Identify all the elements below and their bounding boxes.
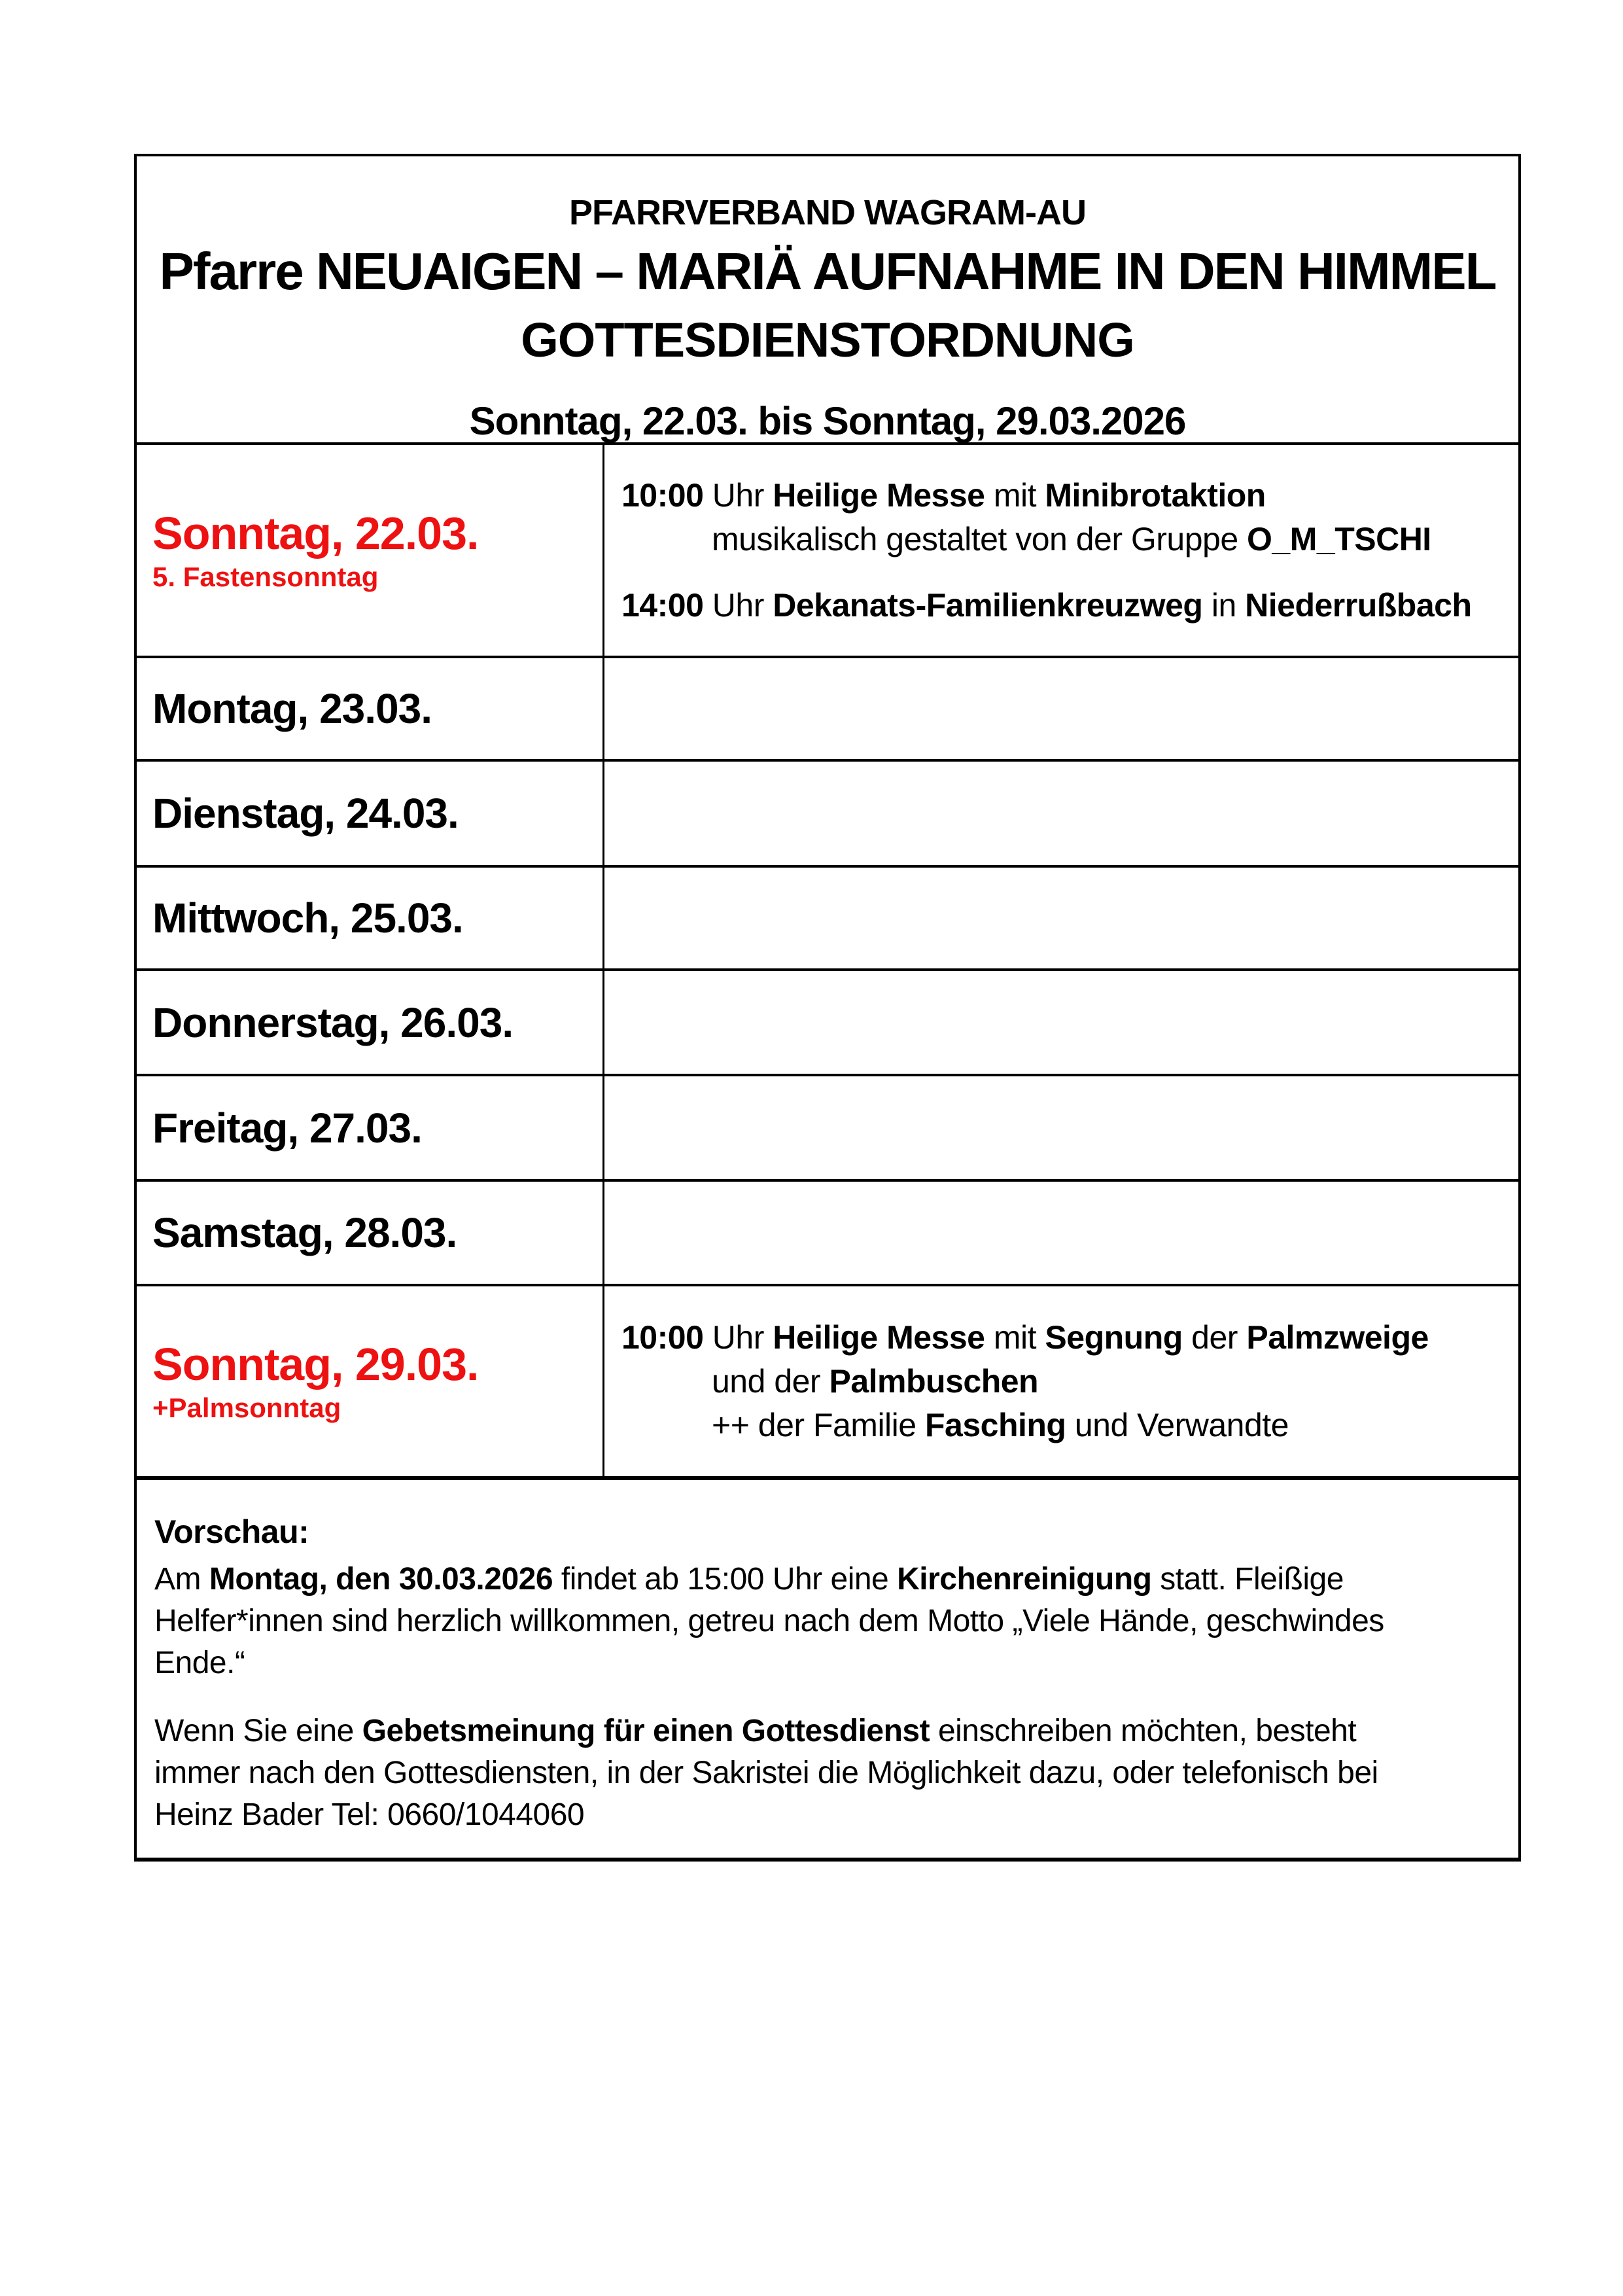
bold-text: Heilige Messe — [773, 1318, 985, 1356]
bold-text: Palmbuschen — [829, 1362, 1039, 1400]
bold-text: Palmzweige — [1246, 1318, 1429, 1356]
text: Helfer*innen sind herzlich willkommen, g… — [154, 1604, 1384, 1638]
bold-text: Niederrußbach — [1245, 586, 1472, 624]
text: musikalisch gestaltet von der Gruppe — [712, 520, 1248, 557]
footer-line: Am Montag, den 30.03.2026 findet ab 15:0… — [154, 1559, 1492, 1600]
footer-paragraph: Wenn Sie eine Gebetsmeinung für einen Go… — [154, 1710, 1492, 1836]
text: mit — [985, 1318, 1045, 1356]
day-label: Dienstag, 24.03. — [152, 790, 459, 837]
footer-row: Vorschau: Am Montag, den 30.03.2026 find… — [137, 1476, 1518, 1862]
event: 10:00 Uhr Heilige Messe mit Minibrotakti… — [621, 474, 1518, 561]
bold-text: 10:00 — [621, 476, 704, 514]
event-line: ++ der Familie Fasching und Verwandte — [621, 1404, 1518, 1447]
table-row: Montag, 23.03. — [137, 656, 1518, 759]
bold-text: Montag, den 30.03.2026 — [209, 1562, 553, 1597]
parish-title: Pfarre NEUAIGEN – MARIÄ AUFNAHME IN DEN … — [159, 242, 1497, 300]
bold-text: Segnung — [1045, 1318, 1183, 1356]
day-note: 5. Fastensonntag — [152, 561, 379, 592]
footer-line: Ende.“ — [154, 1642, 1492, 1684]
events-cell — [604, 762, 1518, 865]
text: Wenn Sie eine — [154, 1714, 362, 1748]
day-label: Donnerstag, 26.03. — [152, 998, 514, 1046]
event-line: 10:00 Uhr Heilige Messe mit Segnung der … — [621, 1316, 1518, 1360]
text: Uhr — [703, 1318, 773, 1356]
text: in — [1202, 586, 1246, 624]
bold-text: 14:00 — [621, 586, 704, 624]
day-label: Montag, 23.03. — [152, 685, 432, 732]
vorschau-paragraphs: Am Montag, den 30.03.2026 findet ab 15:0… — [154, 1559, 1492, 1836]
vorschau-title: Vorschau: — [154, 1513, 309, 1550]
event-line: 10:00 Uhr Heilige Messe mit Minibrotakti… — [621, 474, 1518, 518]
table-row: Freitag, 27.03. — [137, 1074, 1518, 1179]
event-line: musikalisch gestaltet von der Gruppe O_M… — [621, 518, 1518, 561]
text: Ende.“ — [154, 1646, 245, 1680]
day-label: Samstag, 28.03. — [152, 1209, 457, 1256]
text: Uhr — [703, 476, 773, 514]
day-label: Mittwoch, 25.03. — [152, 894, 464, 942]
doc-title: GOTTESDIENSTORDNUNG — [521, 313, 1135, 367]
text: Am — [154, 1562, 209, 1597]
bold-text: Heilige Messe — [773, 476, 985, 514]
table-row: Dienstag, 24.03. — [137, 759, 1518, 865]
footer-line: Heinz Bader Tel: 0660/1044060 — [154, 1794, 1492, 1836]
events-cell: 10:00 Uhr Heilige Messe mit Minibrotakti… — [604, 445, 1518, 656]
footer-line: immer nach den Gottesdiensten, in der Sa… — [154, 1752, 1492, 1794]
day-cell: Freitag, 27.03. — [137, 1076, 604, 1179]
event: 10:00 Uhr Heilige Messe mit Segnung der … — [621, 1316, 1518, 1447]
bold-text: Dekanats-Familienkreuzweg — [773, 586, 1203, 624]
day-cell: Donnerstag, 26.03. — [137, 971, 604, 1074]
day-cell: Mittwoch, 25.03. — [137, 868, 604, 968]
footer-line: Wenn Sie eine Gebetsmeinung für einen Go… — [154, 1710, 1492, 1752]
events-cell — [604, 1076, 1518, 1179]
bold-text: Gebetsmeinung für einen Gottesdienst — [362, 1714, 930, 1748]
bold-text: O_M_TSCHI — [1247, 520, 1431, 557]
text: Heinz Bader Tel: 0660/1044060 — [154, 1797, 585, 1832]
event-line: und der Palmbuschen — [621, 1360, 1518, 1404]
footer-line: Helfer*innen sind herzlich willkommen, g… — [154, 1600, 1492, 1642]
bold-text: Kirchenreinigung — [897, 1562, 1152, 1597]
bold-text: Fasching — [924, 1406, 1066, 1443]
table-row: Donnerstag, 26.03. — [137, 968, 1518, 1074]
table-row: Sonntag, 22.03. 5. Fastensonntag 10:00 Uhr… — [137, 442, 1518, 656]
day-cell: Sonntag, 29.03. +Palmsonntag — [137, 1286, 604, 1476]
events-cell — [604, 1182, 1518, 1284]
event: 14:00 Uhr Dekanats-Familienkreuzweg in N… — [621, 584, 1518, 627]
table-row: Sonntag, 29.03. +Palmsonntag 10:00 Uhr Hei… — [137, 1284, 1518, 1476]
day-cell: Montag, 23.03. — [137, 658, 604, 759]
text: einschreiben möchten, besteht — [930, 1714, 1357, 1748]
table-row: Samstag, 28.03. — [137, 1179, 1518, 1284]
text: und Verwandte — [1066, 1406, 1289, 1443]
text: Uhr — [703, 586, 773, 624]
day-cell: Sonntag, 22.03. 5. Fastensonntag — [137, 445, 604, 656]
events-cell — [604, 658, 1518, 759]
day-label: Sonntag, 22.03. — [152, 508, 479, 559]
date-range: Sonntag, 22.03. bis Sonntag, 29.03.2026 — [469, 399, 1187, 443]
events-cell — [604, 971, 1518, 1074]
footer-paragraph: Am Montag, den 30.03.2026 findet ab 15:0… — [154, 1559, 1492, 1684]
text: der — [1182, 1318, 1247, 1356]
org-title: PFARRVERBAND WAGRAM-AU — [568, 193, 1087, 232]
bold-text: 10:00 — [621, 1318, 704, 1356]
bold-text: Minibrotaktion — [1045, 476, 1266, 514]
day-cell: Samstag, 28.03. — [137, 1182, 604, 1284]
event-line: 14:00 Uhr Dekanats-Familienkreuzweg in N… — [621, 584, 1518, 627]
text: immer nach den Gottesdiensten, in der Sa… — [154, 1756, 1378, 1790]
day-label: Freitag, 27.03. — [152, 1104, 423, 1152]
day-note: +Palmsonntag — [152, 1392, 341, 1423]
text: statt. Fleißige — [1151, 1562, 1344, 1597]
text: und der — [712, 1362, 829, 1400]
table-header-row: PFARRVERBAND WAGRAM-AU Pfarre NEUAIGEN –… — [137, 156, 1518, 442]
events-cell: 10:00 Uhr Heilige Messe mit Segnung der … — [604, 1286, 1518, 1476]
day-cell: Dienstag, 24.03. — [137, 762, 604, 865]
schedule-table: PFARRVERBAND WAGRAM-AU Pfarre NEUAIGEN –… — [134, 154, 1521, 1862]
text: findet ab 15:00 Uhr eine — [553, 1562, 898, 1597]
day-rows: Sonntag, 22.03. 5. Fastensonntag 10:00 Uhr… — [137, 442, 1518, 1476]
text: ++ der Familie — [712, 1406, 925, 1443]
day-label: Sonntag, 29.03. — [152, 1339, 479, 1390]
table-row: Mittwoch, 25.03. — [137, 865, 1518, 968]
text: mit — [985, 476, 1045, 514]
events-cell — [604, 868, 1518, 968]
